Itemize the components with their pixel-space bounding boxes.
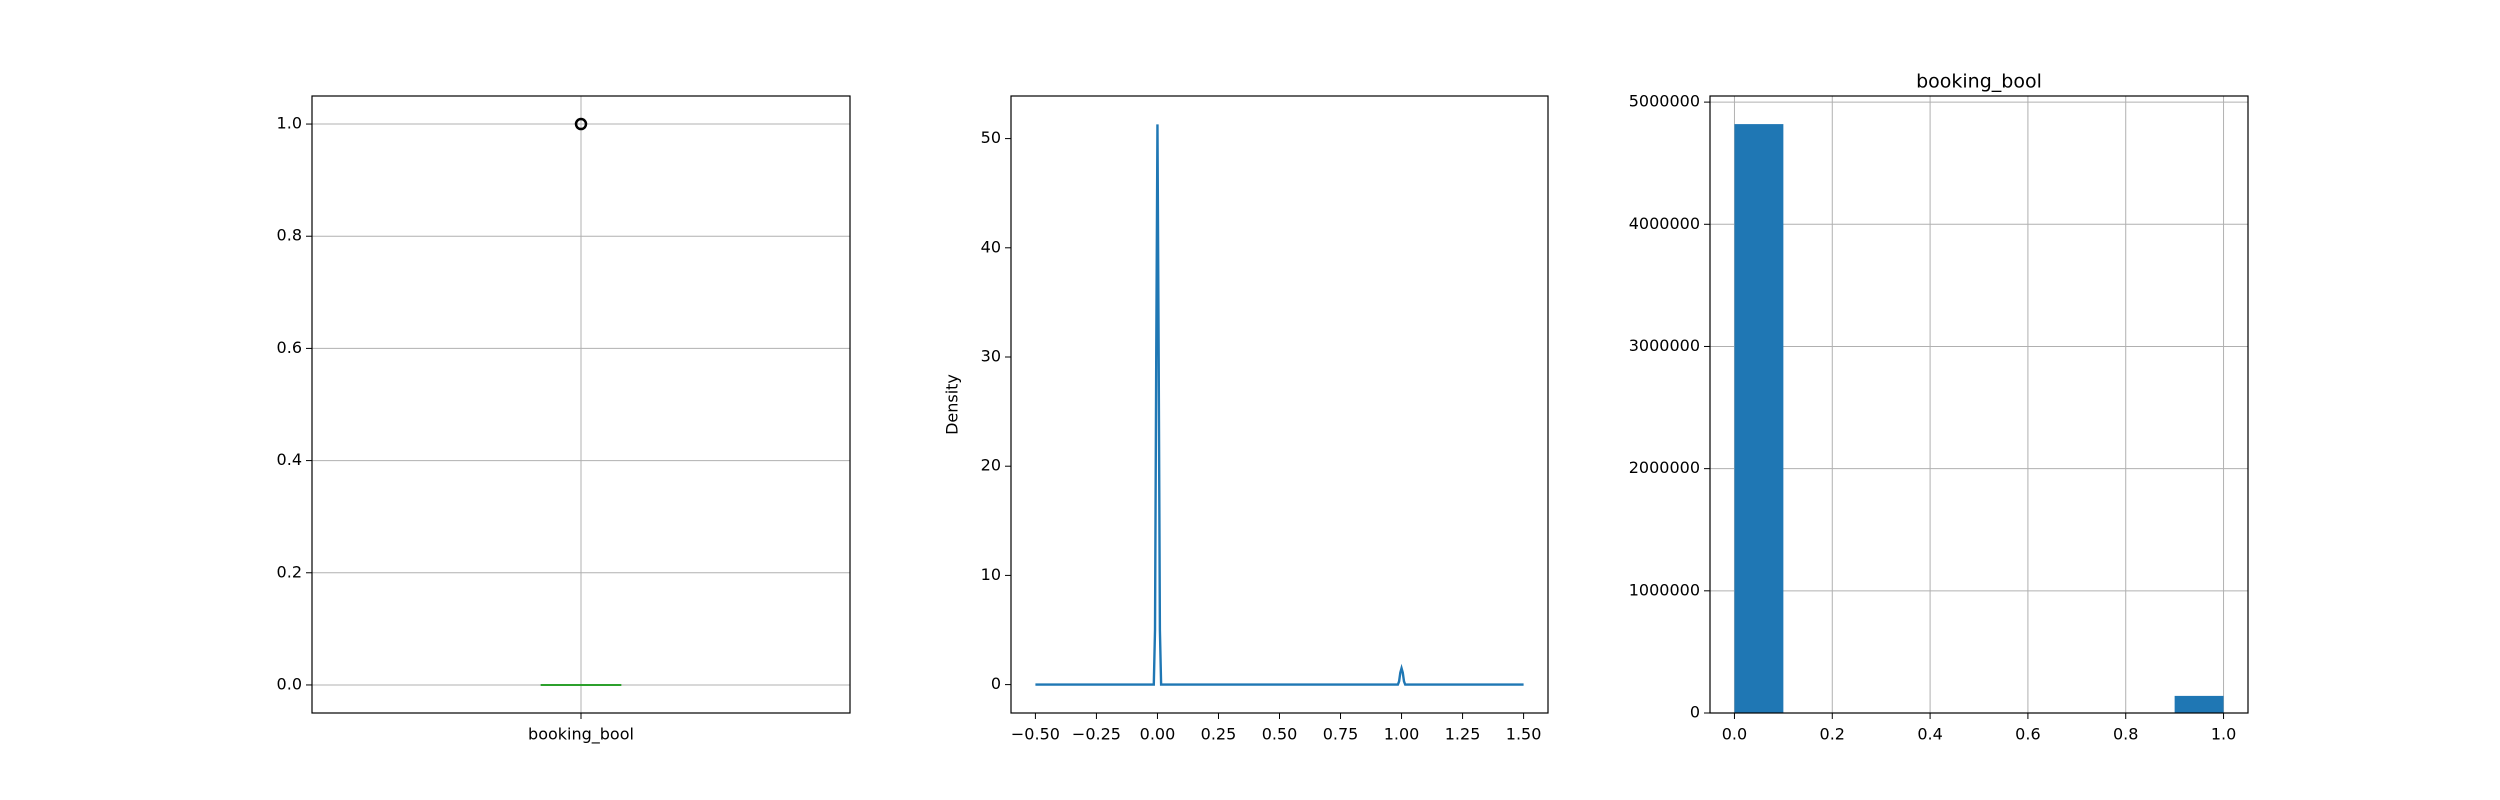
flier (574, 117, 588, 131)
x-tick-label: 0.2 (1820, 725, 1845, 744)
y-tick-label: 2000000 (1629, 458, 1700, 477)
y-tick-label: 5000000 (1629, 92, 1700, 111)
y-tick-label: 0 (991, 674, 1001, 693)
x-tick-label: 0.00 (1140, 725, 1176, 744)
x-tick-label: 0.0 (1722, 725, 1747, 744)
bar (2174, 695, 2224, 713)
x-tick-label: −0.25 (1072, 725, 1121, 744)
axes-frame (1010, 95, 1549, 714)
x-tick-label: booking_bool (528, 725, 634, 745)
x-tick-label: 1.25 (1445, 725, 1481, 744)
x-tick-label: 1.0 (2211, 725, 2236, 744)
x-tick-label: 1.00 (1384, 725, 1420, 744)
axes-frame (311, 95, 851, 714)
y-tick-label: 0.6 (277, 338, 302, 357)
density-line (1035, 124, 1524, 686)
y-tick-label: 10 (981, 565, 1001, 584)
y-tick-label: 1000000 (1629, 580, 1700, 599)
y-tick-label: 40 (981, 237, 1001, 256)
x-tick-label: 0.50 (1262, 725, 1298, 744)
bar (1734, 124, 1784, 713)
y-tick-label: 0.0 (277, 674, 302, 693)
x-tick-label: 0.25 (1201, 725, 1237, 744)
y-tick-label: 1.0 (277, 114, 302, 133)
x-tick-label: 0.75 (1323, 725, 1359, 744)
y-axis-label: Density (943, 374, 962, 435)
y-tick-label: 0.8 (277, 226, 302, 245)
x-tick-label: 0.6 (2015, 725, 2040, 744)
x-tick-label: 0.8 (2113, 725, 2138, 744)
chart-title: booking_bool (1916, 71, 2042, 93)
y-tick-label: 0.2 (277, 562, 302, 581)
x-tick-label: 1.50 (1506, 725, 1542, 744)
x-tick-label: −0.50 (1011, 725, 1060, 744)
y-tick-label: 0.4 (277, 450, 302, 469)
axes-frame (1709, 95, 2249, 714)
y-tick-label: 4000000 (1629, 214, 1700, 233)
y-tick-label: 0 (1690, 703, 1700, 722)
y-tick-label: 3000000 (1629, 336, 1700, 355)
y-tick-label: 30 (981, 346, 1001, 365)
y-tick-label: 20 (981, 456, 1001, 475)
y-tick-label: 50 (981, 128, 1001, 147)
x-tick-label: 0.4 (1917, 725, 1942, 744)
